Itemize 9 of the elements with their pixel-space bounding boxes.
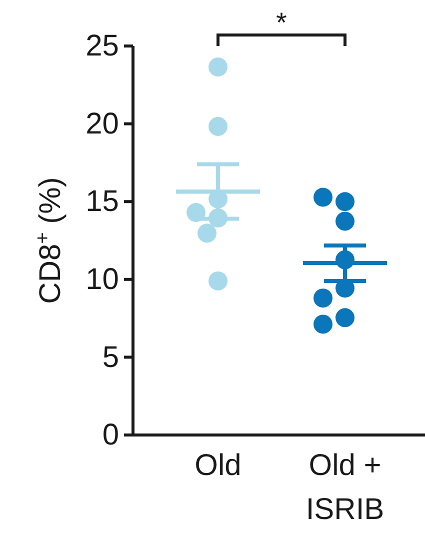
- y-tick-label: 5: [102, 340, 119, 374]
- y-tick-label: 20: [86, 107, 119, 140]
- y-tick-label: 25: [86, 30, 119, 63]
- y-tick-label: 10: [86, 263, 119, 296]
- text: *: [276, 7, 288, 38]
- y-tick-label: 15: [86, 185, 119, 218]
- x-tick-label: Old + ISRIB: [306, 449, 384, 526]
- y-tick-label: 0: [102, 418, 119, 452]
- x-tick-label: Old: [194, 449, 242, 482]
